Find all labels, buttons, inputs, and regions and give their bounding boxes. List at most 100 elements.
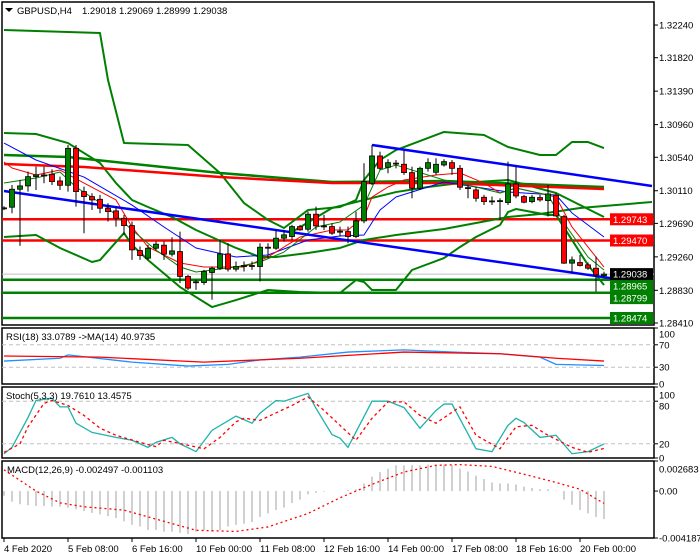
bull-candle-body (497, 200, 503, 203)
candle (57, 176, 63, 190)
bull-candle-body (233, 266, 239, 270)
bull-candle-body (217, 253, 223, 269)
level-price-label: 1.29743 (613, 215, 647, 226)
bull-candle-body (193, 281, 199, 284)
candle (601, 271, 607, 278)
trendline-line[interactable] (3, 189, 653, 286)
candle (409, 166, 415, 199)
candle (401, 150, 407, 175)
candle (281, 229, 287, 242)
candle (353, 211, 359, 239)
bear-candle-body (457, 167, 463, 188)
bear-candle-body (593, 267, 599, 276)
bear-candle-body (393, 162, 399, 165)
bear-candle-body (321, 225, 327, 228)
main-window-frame (1, 1, 655, 326)
macd-tick-label: -0.004187 (659, 534, 700, 545)
bear-candle-body (313, 213, 319, 227)
triangle-down-icon[interactable] (5, 8, 13, 12)
bull-candle-body (369, 155, 375, 184)
bear-candle-body (537, 197, 543, 201)
bull-candle-body (153, 243, 159, 249)
price-tick-label: 1.30540 (659, 153, 693, 164)
main-price-window[interactable] (2, 29, 655, 320)
bear-candle-body (513, 183, 519, 197)
bull-candle-body (361, 181, 367, 222)
ma-line (3, 153, 605, 189)
candle (113, 207, 119, 227)
stoch-window-frame (1, 386, 655, 459)
band-line (3, 208, 605, 309)
bear-candle-body (73, 147, 79, 192)
candle (25, 171, 31, 192)
bear-candle-body (553, 194, 559, 217)
level-price-label-bg (610, 311, 653, 324)
bear-candle-body (465, 187, 471, 190)
candle (49, 169, 55, 185)
candle (529, 194, 535, 204)
price-tick-label: 1.30960 (659, 120, 693, 131)
bull-candle-body (441, 161, 447, 166)
band-line (3, 29, 605, 229)
candle (577, 254, 583, 267)
bear-candle-body (329, 226, 335, 234)
candle (425, 158, 431, 172)
candle (193, 279, 199, 290)
stochastic-window[interactable] (2, 392, 654, 455)
candle (305, 211, 311, 232)
price-tick-label: 1.30110 (659, 186, 693, 197)
macd-window-frame (1, 460, 655, 539)
candle (2, 206, 7, 211)
candle (465, 184, 471, 199)
candle (273, 229, 279, 250)
candle (145, 244, 151, 260)
candle (329, 223, 335, 235)
time-tick-label: 11 Feb 08:00 (260, 544, 315, 555)
bull-candle-body (505, 183, 511, 203)
time-tick-label: 14 Feb 00:00 (388, 544, 444, 555)
price-tick-label: 1.32240 (659, 21, 693, 32)
candle (481, 194, 487, 205)
price-tick-label: 1.31390 (659, 87, 693, 98)
candle (489, 196, 495, 205)
candle (137, 246, 143, 260)
bull-candle-body (489, 200, 495, 203)
candle (553, 193, 559, 217)
time-tick-label: 6 Feb 16:00 (132, 544, 183, 555)
candle (81, 186, 87, 234)
candle (585, 262, 591, 270)
candle (161, 241, 167, 260)
bull-candle-body (273, 237, 279, 249)
bull-candle-body (2, 207, 7, 210)
stoch-tick-label: 100 (659, 391, 675, 402)
bull-candle-body (569, 259, 575, 264)
candle (97, 194, 103, 214)
rsi-label: RSI(18) 33.0789 ->MA(14) 40.9735 (6, 332, 155, 343)
trendline-line[interactable] (371, 143, 653, 188)
candle (545, 184, 551, 217)
candle (377, 151, 383, 170)
bull-candle-body (601, 273, 607, 277)
bull-candle-body (545, 193, 551, 202)
candle (9, 184, 15, 214)
candle (297, 224, 303, 231)
main-plot (2, 29, 654, 320)
axes: 1.32240 1.31820 1.31390 1.30960 1.30540 1.301… (3, 21, 700, 555)
candle (17, 179, 23, 246)
level-price-label: 1.28965 (613, 282, 647, 293)
bull-candle-body (353, 220, 359, 237)
bear-candle-body (49, 173, 55, 183)
rsi-window[interactable] (2, 344, 654, 368)
bear-candle-body (345, 231, 351, 237)
candle (513, 166, 519, 199)
bear-candle-body (449, 162, 455, 169)
symbol-label: GBPUSD,H4 (17, 6, 72, 17)
bear-candle-body (97, 198, 103, 209)
bull-candle-body (257, 246, 263, 267)
time-tick-label: 17 Feb 08:00 (452, 544, 508, 555)
time-tick-label: 20 Feb 00:00 (580, 544, 636, 555)
bear-candle-body (81, 191, 87, 197)
macd-window[interactable] (3, 463, 605, 535)
candle (289, 224, 295, 240)
bull-candle-body (17, 185, 23, 190)
